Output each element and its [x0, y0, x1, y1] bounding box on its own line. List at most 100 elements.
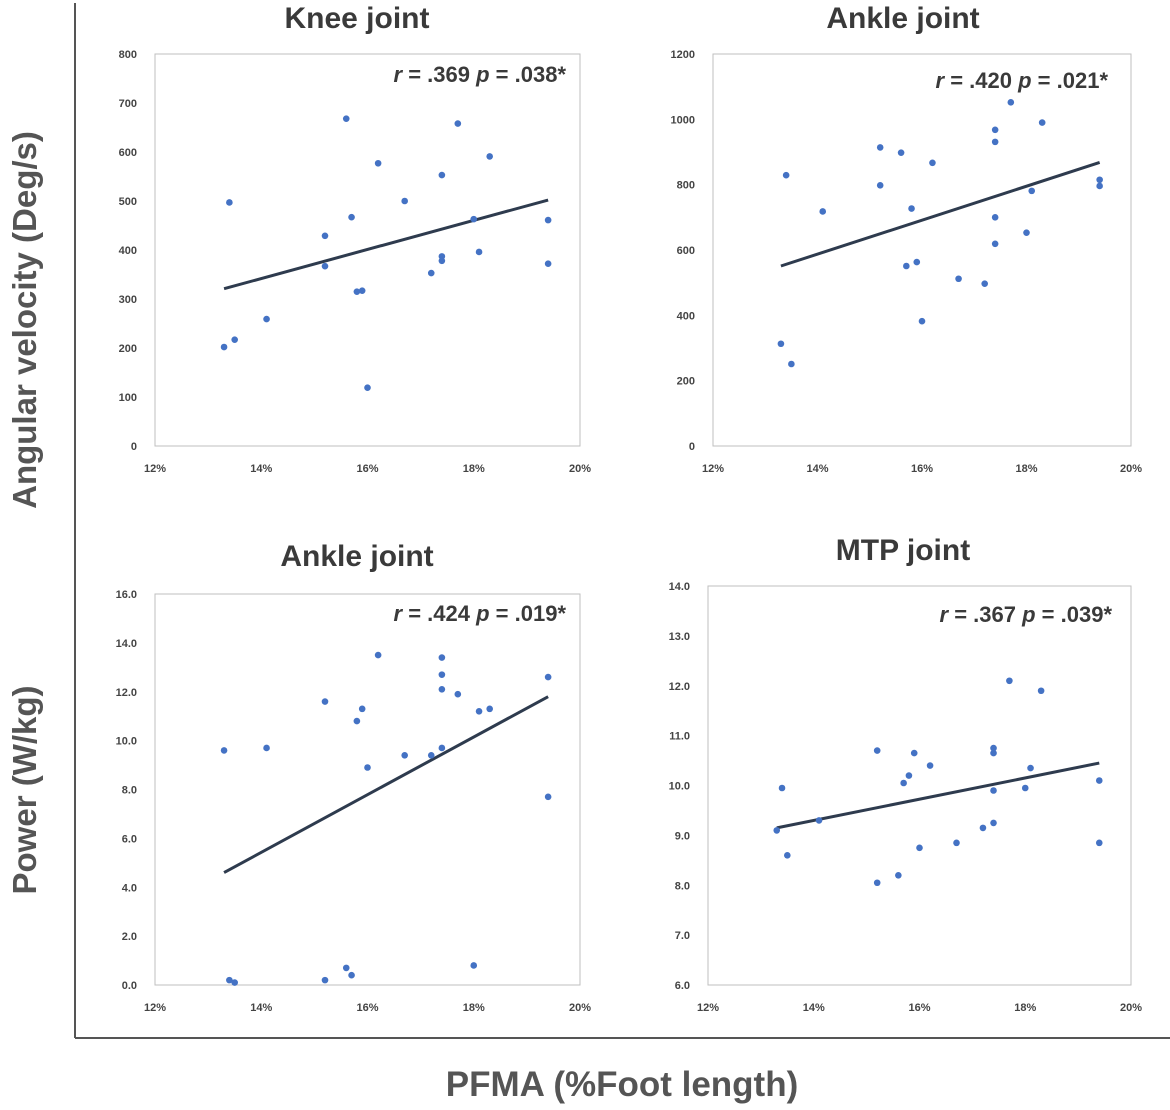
- y-tick-label: 8.0: [122, 785, 137, 797]
- data-point: [876, 182, 884, 189]
- annotation-p-value: = .021*: [1032, 68, 1109, 93]
- data-point: [374, 651, 382, 659]
- y-tick-label: 12.0: [116, 687, 137, 699]
- data-point: [348, 971, 355, 979]
- data-point: [470, 215, 478, 223]
- data-point: [220, 343, 228, 351]
- y-tick-label: 10.0: [116, 736, 137, 748]
- data-point: [1021, 784, 1029, 792]
- x-tick-label: 14%: [250, 1002, 272, 1014]
- y-tick-label: 10.0: [669, 781, 690, 793]
- data-point: [374, 159, 382, 167]
- data-point: [486, 705, 493, 713]
- data-point: [990, 744, 997, 752]
- x-tick-label: 20%: [569, 1002, 591, 1014]
- x-tick-label: 20%: [569, 463, 591, 475]
- data-point: [342, 964, 350, 972]
- y-tick-label: 8.0: [675, 880, 690, 892]
- y-tick-label: 13.0: [669, 631, 690, 643]
- data-point: [990, 749, 997, 757]
- x-tick-label: 18%: [463, 1002, 485, 1014]
- data-point: [1027, 764, 1034, 772]
- y-tick-label: 0: [131, 441, 137, 453]
- correlation-annotation: r = .420 p = .021*: [936, 68, 1109, 93]
- x-tick-label: 20%: [1120, 1002, 1142, 1014]
- data-point: [454, 120, 462, 127]
- data-point: [438, 171, 446, 179]
- data-point: [1096, 176, 1103, 184]
- trendline: [223, 198, 549, 291]
- x-tick-label: 20%: [1120, 463, 1142, 475]
- data-point: [364, 764, 371, 771]
- data-point: [773, 827, 781, 834]
- x-tick-label: 16%: [356, 463, 378, 475]
- data-point: [1095, 839, 1103, 847]
- data-point: [353, 717, 361, 725]
- x-tick-label: 12%: [144, 463, 166, 475]
- data-point: [438, 744, 446, 752]
- data-point: [226, 976, 233, 984]
- x-tick-label: 14%: [806, 463, 828, 475]
- data-point: [908, 205, 915, 212]
- data-point: [990, 819, 997, 827]
- data-point: [544, 260, 552, 268]
- data-point: [364, 384, 371, 391]
- x-tick-label: 14%: [803, 1002, 825, 1014]
- data-point: [321, 698, 329, 705]
- annotation-p-label: p: [1017, 68, 1031, 93]
- data-point: [438, 686, 446, 693]
- plot-area: [707, 585, 1132, 986]
- data-point: [981, 280, 988, 287]
- data-point: [876, 144, 884, 151]
- panel-title: Knee joint: [284, 2, 429, 35]
- data-point: [1028, 187, 1036, 195]
- data-point: [1023, 229, 1030, 236]
- annotation-r-label: r: [936, 68, 946, 93]
- y-tick-label: 400: [677, 310, 695, 322]
- data-point: [475, 708, 483, 715]
- data-point: [1096, 182, 1103, 190]
- data-point: [905, 772, 913, 779]
- x-tick-label: 16%: [356, 1002, 378, 1014]
- y-tick-label: 600: [119, 147, 137, 159]
- y-tick-label: 200: [677, 376, 695, 388]
- y-tick-label: 400: [119, 245, 137, 257]
- data-point: [438, 654, 446, 661]
- data-point: [475, 248, 483, 256]
- y-tick-label: 700: [119, 98, 137, 110]
- data-point: [358, 287, 366, 294]
- panels: Knee joint 0 100 200 300 400 500 600 700 800 12% 14…: [116, 2, 1143, 1014]
- data-point: [427, 751, 435, 759]
- data-point: [953, 839, 960, 847]
- data-point: [903, 262, 910, 270]
- data-point: [784, 852, 791, 859]
- y-tick-label: 6.0: [122, 833, 137, 845]
- x-tick-label: 16%: [908, 1002, 930, 1014]
- trendline: [223, 695, 549, 874]
- xlabel-pfma: PFMA (%Foot length): [446, 1065, 799, 1104]
- x-tick-label: 14%: [250, 463, 272, 475]
- data-point: [486, 153, 493, 160]
- plot-area: [154, 593, 581, 986]
- trendline: [780, 161, 1101, 268]
- y-tick-label: 0: [689, 441, 695, 453]
- y-tick-label: 100: [119, 392, 137, 404]
- data-point: [1006, 677, 1013, 685]
- data-point: [895, 871, 902, 879]
- data-point: [979, 824, 987, 832]
- data-point: [454, 690, 462, 698]
- y-tick-label: 12.0: [669, 681, 690, 693]
- y-tick-label: 300: [119, 294, 137, 306]
- scatter-panel-1: Knee joint 0 100 200 300 400 500 600 700 800 12% 14…: [119, 2, 592, 475]
- data-point: [321, 232, 329, 240]
- data-point: [815, 817, 823, 824]
- y-tick-label: 9.0: [675, 830, 690, 842]
- data-point: [777, 340, 785, 348]
- annotation-r-label: r: [394, 601, 404, 626]
- y-tick-label: 14.0: [669, 581, 690, 593]
- annotation-r-label: r: [940, 602, 950, 627]
- data-point: [226, 199, 233, 206]
- x-tick-label: 16%: [911, 463, 933, 475]
- y-tick-label: 200: [119, 343, 137, 355]
